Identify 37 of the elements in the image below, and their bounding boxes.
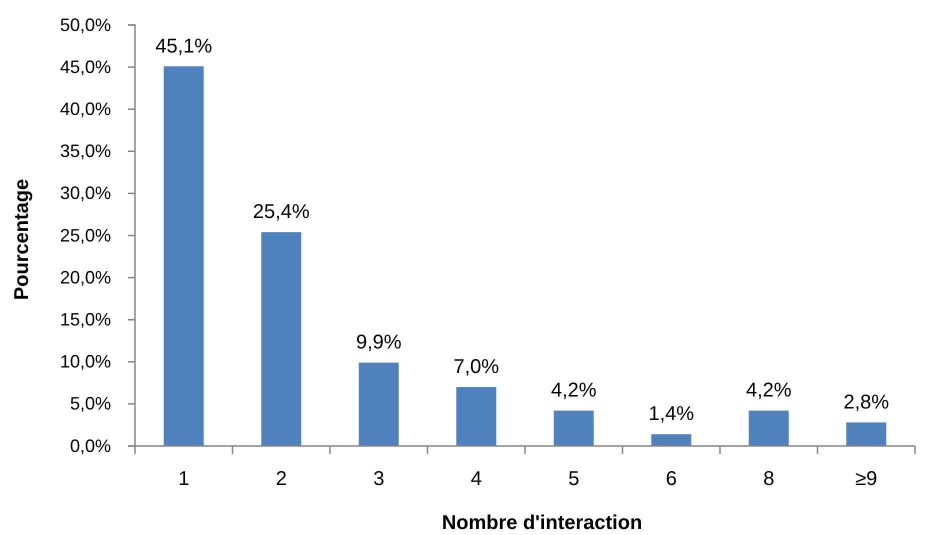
data-label: 9,9% bbox=[356, 332, 402, 354]
bar bbox=[651, 434, 692, 446]
y-tick-label: 50,0% bbox=[60, 14, 111, 35]
bar bbox=[358, 362, 399, 446]
x-tick-label: 8 bbox=[763, 468, 774, 490]
bar bbox=[554, 410, 594, 446]
bar bbox=[846, 422, 886, 446]
data-label: 2,8% bbox=[843, 391, 890, 414]
y-tick-label: 5,0% bbox=[70, 394, 111, 414]
x-tick-label: 2 bbox=[276, 468, 287, 490]
y-tick-label: 20,0% bbox=[60, 267, 111, 288]
data-label: 7,0% bbox=[453, 356, 500, 378]
y-axis-title: Pourcentage bbox=[11, 178, 33, 300]
data-label: 4,2% bbox=[550, 380, 597, 402]
y-tick-label: 30,0% bbox=[60, 183, 111, 204]
bar bbox=[748, 410, 789, 446]
bar bbox=[456, 387, 496, 446]
x-tick-label: 1 bbox=[178, 468, 190, 490]
x-tick-label: 3 bbox=[373, 468, 384, 490]
data-label: 1,4% bbox=[648, 403, 694, 426]
data-label: 25,4% bbox=[252, 201, 310, 224]
x-axis-title: Nombre d'interaction bbox=[442, 512, 642, 534]
x-tick-label: 4 bbox=[470, 468, 482, 490]
y-tick-label: 15,0% bbox=[60, 309, 111, 330]
data-label: 4,2% bbox=[746, 380, 792, 402]
x-tick-label: 6 bbox=[666, 468, 677, 490]
x-tick-label: 5 bbox=[568, 468, 580, 490]
bar bbox=[261, 232, 302, 446]
y-tick-label: 10,0% bbox=[60, 352, 111, 372]
y-tick-label: 25,0% bbox=[60, 225, 111, 246]
y-tick-label: 40,0% bbox=[60, 98, 111, 119]
y-tick-label: 35,0% bbox=[60, 141, 111, 162]
y-tick-label: 45,0% bbox=[60, 56, 111, 77]
y-tick-label: 0,0% bbox=[70, 436, 111, 456]
bar bbox=[164, 66, 204, 446]
data-label: 45,1% bbox=[155, 35, 212, 58]
x-tick-label: ≥9 bbox=[855, 468, 878, 490]
